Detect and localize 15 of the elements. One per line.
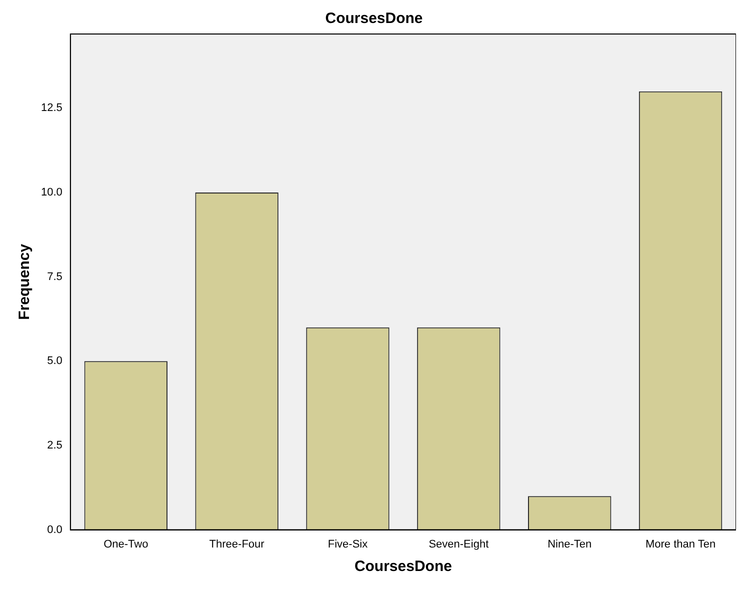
y-tick-label: 0.0 [47, 524, 62, 536]
x-tick-label: Seven-Eight [428, 538, 489, 550]
x-tick-label: One-Two [104, 538, 148, 550]
x-tick-label: Five-Six [328, 538, 368, 550]
y-tick-label: 5.0 [47, 355, 62, 368]
y-tick-label: 2.5 [47, 440, 62, 452]
x-tick-label: Three-Four [209, 538, 265, 550]
x-tick-label: More than Ten [645, 538, 716, 550]
x-tick-label: Nine-Ten [548, 538, 592, 550]
x-axis-title: CoursesDone [354, 558, 452, 576]
y-tick-label: 7.5 [47, 270, 62, 283]
chart-title: CoursesDone [325, 10, 423, 28]
y-axis-title: Frequency [16, 243, 34, 320]
y-tick-label: 12.5 [40, 102, 62, 114]
y-tick-label: 10.0 [40, 186, 62, 199]
